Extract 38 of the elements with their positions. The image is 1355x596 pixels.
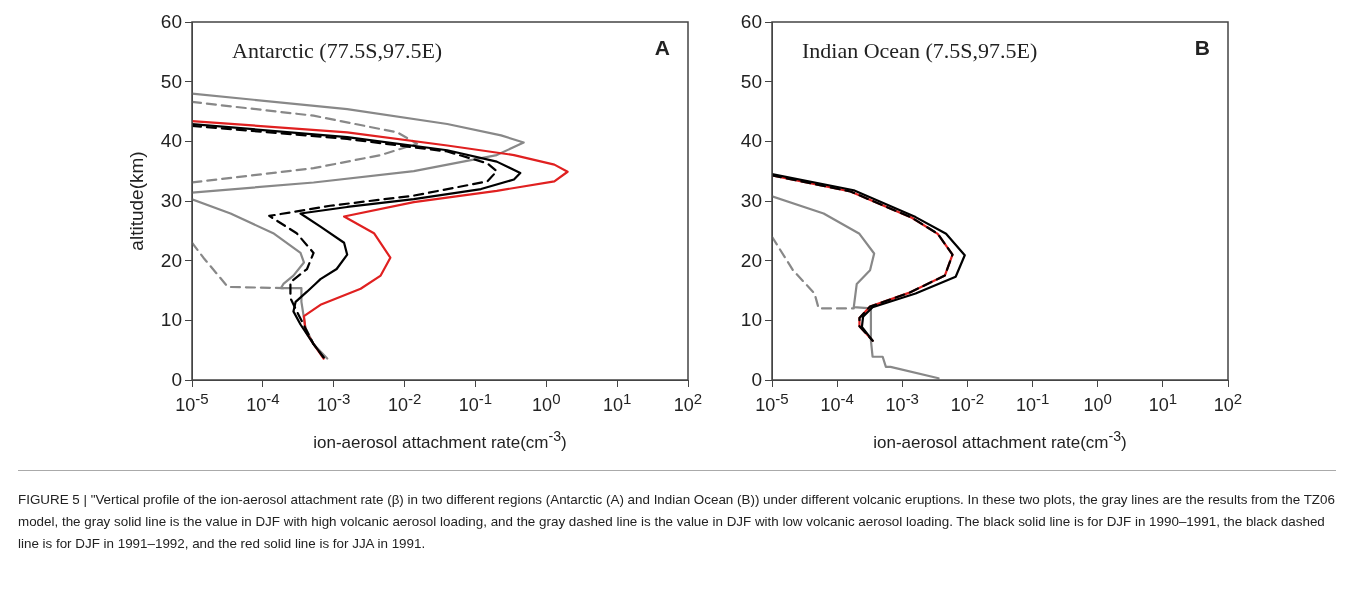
annotation: Antarctic (77.5S,97.5E) [232, 37, 443, 63]
x-tick-label: 10$^{-2}$ [950, 389, 985, 415]
x-tick-label: 10$^{2}$ [1213, 389, 1243, 415]
x-tick-label: 10$^{2}$ [673, 389, 703, 415]
y-tick-label: 10 [160, 309, 182, 331]
y-tick-label: 30 [160, 190, 182, 211]
y-tick-label: 60 [740, 11, 762, 32]
x-tick-label: 10$^{-4}$ [820, 389, 854, 415]
x-tick-label: 10$^{-2}$ [387, 389, 422, 415]
caption: FIGURE 5 | "Vertical profile of the ion-aerosol attachment rate (β) in two different regions (Antarctic (A) and Indian Ocean (B)) under different volcanic eruptions. In these two plots, the gray lines are the results from the TZ06 model, the gray solid line is the value in DJF with high volcanic aerosol loading, and the gray dashed line is the value in DJF with low volcanic aerosol loading. The black solid line is for DJF in 1990–1991, the black dashed line is for DJF in 1991–1992, and the red solid line is for JJA in 1991. [18, 470, 1336, 555]
y-tick-label: 30 [740, 190, 762, 211]
y-tick-label: 40 [740, 130, 762, 152]
y-tick-label: 20 [740, 249, 762, 271]
y-axis-title: altitude(km) [126, 151, 148, 251]
x-tick-label: 10$^{-1}$ [458, 389, 493, 415]
y-tick-label: 0 [751, 369, 762, 390]
y-tick-label: 10 [740, 309, 762, 331]
x-tick-label: 10$^{0}$ [532, 389, 561, 415]
annotation: A [654, 35, 670, 59]
annotation: B [1194, 35, 1210, 59]
y-tick-label: 60 [160, 11, 182, 32]
x-tick-label: 10$^{-5}$ [755, 389, 789, 415]
x-tick-label: 10$^{-1}$ [1015, 389, 1050, 415]
x-tick-label: 10$^{-3}$ [317, 389, 351, 415]
y-tick-label: 20 [160, 249, 182, 271]
x-tick-label: 10$^{1}$ [1148, 389, 1178, 415]
y-tick-label: 50 [160, 70, 182, 92]
y-tick-label: 40 [160, 130, 182, 152]
x-tick-label: 10$^{1}$ [602, 389, 632, 415]
x-tick-label: 10$^{-4}$ [246, 389, 280, 415]
y-tick-label: 0 [171, 369, 182, 390]
x-axis-title: ion-aerosol attachment rate(cm$^{-3}$) [313, 428, 567, 453]
y-tick-label: 50 [740, 70, 762, 92]
annotation: Indian Ocean (7.5S,97.5E) [802, 37, 1038, 63]
x-tick-label: 10$^{-3}$ [885, 389, 919, 415]
x-axis-title: ion-aerosol attachment rate(cm$^{-3}$) [873, 428, 1127, 453]
x-tick-label: 10$^{0}$ [1083, 389, 1112, 415]
x-tick-label: 10$^{-5}$ [175, 389, 209, 415]
